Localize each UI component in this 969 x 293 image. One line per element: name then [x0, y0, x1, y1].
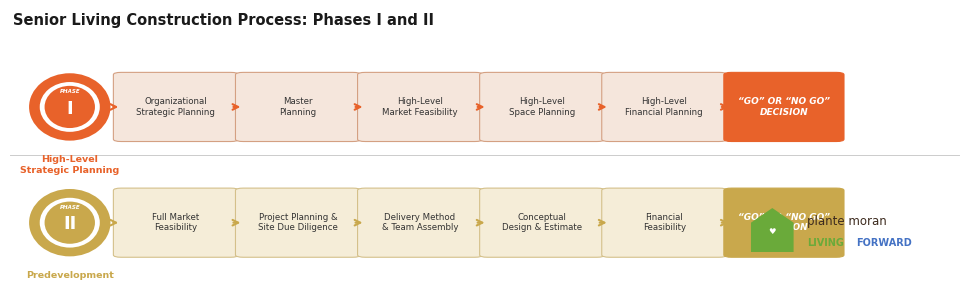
- Ellipse shape: [29, 73, 110, 141]
- Ellipse shape: [40, 198, 100, 248]
- FancyBboxPatch shape: [113, 188, 238, 257]
- FancyBboxPatch shape: [235, 72, 360, 142]
- Text: Senior Living Construction Process: Phases I and II: Senior Living Construction Process: Phas…: [13, 13, 433, 28]
- Text: Financial
Feasibility: Financial Feasibility: [642, 213, 686, 232]
- Text: FORWARD: FORWARD: [856, 238, 912, 248]
- FancyBboxPatch shape: [235, 188, 360, 257]
- Text: Project Planning &
Site Due Diligence: Project Planning & Site Due Diligence: [258, 213, 338, 232]
- Text: LIVING: LIVING: [807, 238, 844, 248]
- FancyBboxPatch shape: [602, 188, 727, 257]
- Text: Predevelopment: Predevelopment: [26, 271, 113, 280]
- Ellipse shape: [45, 202, 95, 244]
- Text: High-Level
Market Feasibility: High-Level Market Feasibility: [382, 97, 458, 117]
- Text: plante moran: plante moran: [807, 215, 887, 228]
- Text: “GO” OR “NO GO”
DECISION: “GO” OR “NO GO” DECISION: [738, 213, 829, 232]
- Text: Organizational
Strategic Planning: Organizational Strategic Planning: [137, 97, 215, 117]
- FancyBboxPatch shape: [480, 188, 605, 257]
- FancyBboxPatch shape: [358, 188, 483, 257]
- Text: PHASE: PHASE: [59, 89, 80, 94]
- Text: Full Market
Feasibility: Full Market Feasibility: [152, 213, 200, 232]
- Text: Conceptual
Design & Estimate: Conceptual Design & Estimate: [502, 213, 582, 232]
- FancyBboxPatch shape: [724, 188, 844, 257]
- FancyBboxPatch shape: [480, 72, 605, 142]
- Ellipse shape: [45, 86, 95, 128]
- FancyBboxPatch shape: [358, 72, 483, 142]
- Text: High-Level
Strategic Planning: High-Level Strategic Planning: [20, 155, 119, 175]
- Text: ♥: ♥: [768, 227, 776, 236]
- Polygon shape: [751, 208, 794, 252]
- Ellipse shape: [40, 82, 100, 132]
- Text: II: II: [63, 215, 77, 233]
- Text: High-Level
Financial Planning: High-Level Financial Planning: [625, 97, 703, 117]
- FancyBboxPatch shape: [602, 72, 727, 142]
- Text: I: I: [67, 100, 73, 117]
- Text: “GO” OR “NO GO”
DECISION: “GO” OR “NO GO” DECISION: [738, 97, 829, 117]
- FancyBboxPatch shape: [724, 72, 844, 142]
- Text: PHASE: PHASE: [59, 205, 80, 210]
- FancyBboxPatch shape: [113, 72, 238, 142]
- Text: Master
Planning: Master Planning: [279, 97, 317, 117]
- Text: High-Level
Space Planning: High-Level Space Planning: [509, 97, 576, 117]
- Ellipse shape: [29, 189, 110, 256]
- Text: Delivery Method
& Team Assembly: Delivery Method & Team Assembly: [382, 213, 458, 232]
